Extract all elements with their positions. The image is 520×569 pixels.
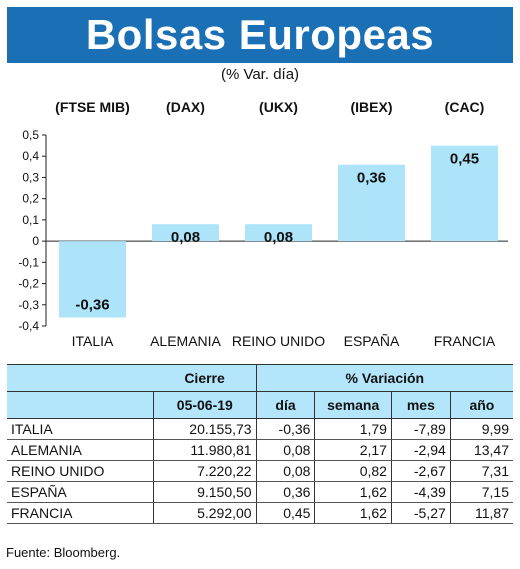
row-country: ESPAÑA — [7, 481, 154, 503]
row-semana: 2,17 — [314, 439, 392, 461]
row-country: ALEMANIA — [7, 439, 154, 461]
header-mes: mes — [390, 391, 451, 419]
category-label: ALEMANIA — [150, 333, 221, 349]
y-tick-label: 0 — [32, 234, 39, 248]
row-cierre: 20.155,73 — [153, 418, 257, 440]
bar — [152, 224, 219, 242]
index-label: (IBEX) — [351, 99, 393, 115]
row-cierre: 5.292,00 — [153, 502, 257, 524]
row-semana: 0,82 — [314, 460, 392, 482]
row-ano: 11,87 — [449, 502, 513, 524]
bar-value-label: -0,36 — [75, 297, 109, 314]
index-label: (UKX) — [259, 99, 298, 115]
row-dia: 0,45 — [255, 502, 315, 524]
row-cierre: 9.150,50 — [153, 481, 257, 503]
header-dia: día — [255, 391, 315, 419]
y-tick-label: -0,4 — [18, 319, 39, 333]
row-mes: -4,39 — [390, 481, 451, 503]
y-tick-label: 0,3 — [22, 170, 39, 184]
row-semana: 1,62 — [314, 502, 392, 524]
row-mes: -2,94 — [390, 439, 451, 461]
header-variacion: % Variación — [255, 364, 513, 392]
header-cierre: Cierre — [153, 364, 257, 392]
row-semana: 1,62 — [314, 481, 392, 503]
title-bar: Bolsas Europeas — [7, 7, 513, 63]
quotes-table: Cierre % Variación 05-06-19 día semana m… — [7, 364, 513, 524]
row-cierre: 11.980,81 — [153, 439, 257, 461]
bar — [338, 164, 405, 242]
y-tick-label: 0,5 — [22, 128, 39, 142]
table-row: ESPAÑA 9.150,50 0,36 1,62 -4,39 7,15 — [7, 481, 513, 503]
row-mes: -5,27 — [390, 502, 451, 524]
row-ano: 7,31 — [449, 460, 513, 482]
row-dia: 0,08 — [255, 439, 315, 461]
row-mes: -7,89 — [390, 418, 451, 440]
row-country: ITALIA — [7, 418, 154, 440]
category-label: FRANCIA — [434, 333, 496, 349]
y-tick-label: 0,4 — [22, 149, 39, 163]
table-row: ITALIA 20.155,73 -0,36 1,79 -7,89 9,99 — [7, 418, 513, 440]
chart-subtitle: (% Var. día) — [220, 66, 300, 83]
category-label: ITALIA — [72, 333, 114, 349]
index-label: (CAC) — [445, 99, 485, 115]
table-row: FRANCIA 5.292,00 0,45 1,62 -5,27 11,87 — [7, 502, 513, 524]
row-ano: 9,99 — [449, 418, 513, 440]
y-tick-label: -0,2 — [18, 277, 39, 291]
bar-value-label: 0,08 — [171, 229, 200, 246]
table-row: ALEMANIA 11.980,81 0,08 2,17 -2,94 13,47 — [7, 439, 513, 461]
header-blank — [7, 364, 154, 392]
row-cierre: 7.220,22 — [153, 460, 257, 482]
row-semana: 1,79 — [314, 418, 392, 440]
row-dia: 0,36 — [255, 481, 315, 503]
row-ano: 13,47 — [449, 439, 513, 461]
row-country: REINO UNIDO — [7, 460, 154, 482]
bar-chart: 0,5 0,4 0,3 0,2 0,1 0 -0,1 -0,2 -0,3 -0,4 -0,36 (FT… — [18, 99, 508, 349]
page-title: Bolsas Europeas — [85, 11, 435, 58]
bar-value-label: 0,08 — [264, 229, 293, 246]
row-mes: -2,67 — [390, 460, 451, 482]
header-ano: año — [449, 391, 513, 419]
row-dia: -0,36 — [255, 418, 315, 440]
header-date: 05-06-19 — [153, 391, 257, 419]
index-label: (DAX) — [166, 99, 205, 115]
index-label: (FTSE MIB) — [55, 99, 130, 115]
bar — [431, 145, 498, 242]
bar — [59, 241, 126, 318]
table-row: REINO UNIDO 7.220,22 0,08 0,82 -2,67 7,31 — [7, 460, 513, 482]
bar-value-label: 0,36 — [357, 170, 386, 187]
category-label: REINO UNIDO — [232, 333, 325, 349]
y-tick-label: 0,1 — [22, 213, 39, 227]
y-tick-label: -0,1 — [18, 255, 39, 269]
row-country: FRANCIA — [7, 502, 154, 524]
row-ano: 7,15 — [449, 481, 513, 503]
quotes-table-wrap: Cierre % Variación 05-06-19 día semana m… — [7, 364, 513, 524]
bar — [245, 224, 312, 242]
header-semana: semana — [314, 391, 392, 419]
row-dia: 0,08 — [255, 460, 315, 482]
source-note: Fuente: Bloomberg. — [6, 545, 121, 560]
y-tick-label: 0,2 — [22, 192, 39, 206]
category-label: ESPAÑA — [344, 333, 400, 349]
y-tick-label: -0,3 — [18, 298, 39, 312]
header-blank-2 — [7, 391, 154, 419]
bar-value-label: 0,45 — [450, 151, 479, 168]
